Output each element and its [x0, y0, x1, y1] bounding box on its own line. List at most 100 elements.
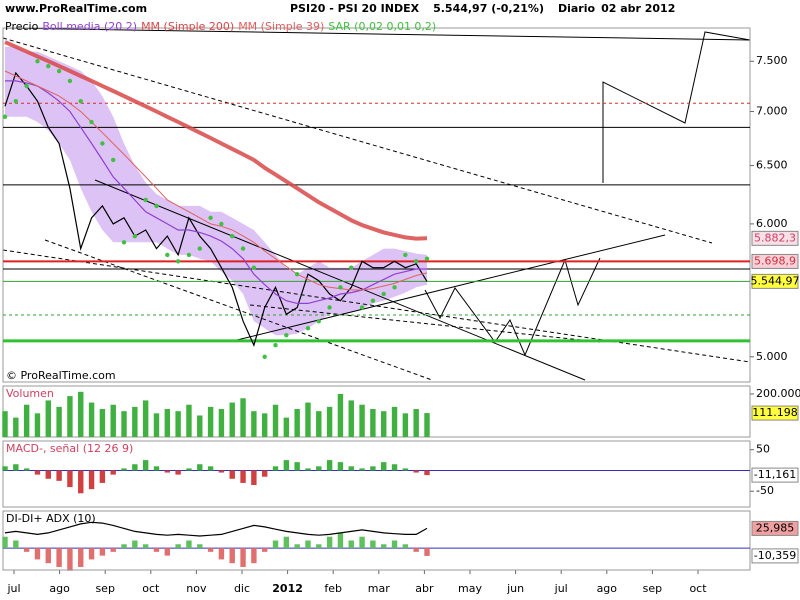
site: www.ProRealTime.com	[5, 2, 147, 15]
bar	[132, 406, 138, 437]
y-tick-label: -50	[756, 484, 774, 497]
value-label: 5.544,97	[751, 274, 800, 287]
bar	[370, 409, 376, 437]
value-label-box	[751, 520, 799, 536]
value-label: -11,161	[754, 468, 796, 481]
projection	[424, 257, 601, 357]
bar	[132, 464, 138, 471]
x-tick-label: sep	[95, 582, 114, 595]
sar-dot	[424, 256, 430, 261]
trend-line	[2, 27, 751, 41]
bar	[218, 548, 225, 560]
y-tick-label: 6.000	[756, 217, 788, 230]
bar	[305, 402, 311, 437]
bar	[272, 466, 279, 471]
sar-dot	[121, 240, 127, 245]
bar	[424, 413, 430, 437]
bar	[67, 548, 73, 571]
bar	[283, 536, 290, 549]
sar-dot	[143, 197, 148, 203]
value-label-box	[751, 467, 799, 483]
y-tick-label: 6.500	[756, 159, 788, 172]
x-tick-label: 2012	[272, 582, 303, 595]
bar	[13, 464, 19, 471]
x-tick-label: ago	[49, 582, 70, 595]
bar	[261, 413, 268, 437]
sar-dot	[349, 265, 354, 270]
bar	[45, 400, 51, 437]
title: PSI20 - PSI 20 INDEX	[290, 2, 420, 15]
y-tick-label: 7.500	[756, 54, 788, 67]
legend-entry: MM (Simple 39)	[238, 20, 324, 33]
bar	[186, 404, 192, 437]
bar	[67, 470, 73, 488]
bar	[261, 470, 268, 477]
bar	[13, 417, 19, 437]
bar	[251, 411, 257, 437]
bar	[175, 411, 181, 437]
sar-dot	[327, 305, 332, 310]
y-tick-label: 50	[756, 443, 770, 456]
bar	[175, 544, 181, 549]
bar	[78, 470, 84, 494]
bar	[402, 544, 409, 549]
bar	[45, 548, 51, 564]
bar	[381, 544, 387, 549]
bar	[402, 413, 409, 437]
panel-frame	[2, 27, 751, 383]
sar-dot	[175, 259, 181, 264]
sar-dot	[197, 246, 202, 251]
sar-dot	[111, 157, 116, 163]
bar	[207, 466, 214, 471]
x-tick-label: feb	[324, 582, 342, 595]
bar	[294, 462, 300, 471]
bar	[305, 540, 311, 549]
bar	[240, 398, 246, 437]
bar	[424, 548, 430, 556]
trend-lines	[2, 27, 751, 381]
bar	[337, 462, 344, 471]
series-line	[4, 40, 428, 241]
bar	[121, 544, 127, 549]
bar	[67, 396, 73, 437]
bar	[23, 548, 30, 552]
bar	[153, 466, 160, 471]
legend-entry: MM (Simple 200)	[141, 20, 234, 33]
bar	[272, 404, 279, 437]
bar	[316, 411, 322, 437]
x-tick-label: oct	[689, 582, 707, 595]
x-tick-label: jul	[554, 582, 568, 595]
x-tick-label: nov	[186, 582, 207, 595]
bar	[207, 548, 214, 552]
bar	[45, 470, 51, 479]
bar	[164, 409, 171, 437]
bollinger-band	[5, 46, 427, 336]
series-line	[5, 80, 427, 304]
bar	[305, 468, 311, 471]
bar	[294, 544, 300, 549]
sar-dot	[46, 63, 51, 69]
sar-dot	[100, 141, 105, 146]
bar	[164, 548, 171, 556]
sar-dot	[294, 271, 300, 277]
value-label-box	[751, 405, 799, 421]
sar-dot	[359, 305, 365, 310]
sar-dot	[35, 59, 40, 64]
bar	[326, 536, 333, 549]
sar-dot	[186, 252, 192, 258]
bar	[424, 470, 430, 476]
y-tick-label: 200.000	[756, 387, 800, 400]
bar	[283, 417, 290, 437]
bar	[142, 544, 149, 549]
bar	[359, 536, 365, 549]
value-label-box	[751, 548, 799, 564]
bar	[391, 540, 398, 549]
bar	[283, 460, 290, 471]
quote: 5.544,97 (-0,21%)	[433, 2, 544, 15]
sar-dot	[89, 119, 94, 125]
bar	[218, 470, 225, 473]
bar	[34, 470, 41, 475]
bar	[121, 411, 127, 437]
bar	[326, 460, 333, 471]
bar	[88, 548, 95, 560]
